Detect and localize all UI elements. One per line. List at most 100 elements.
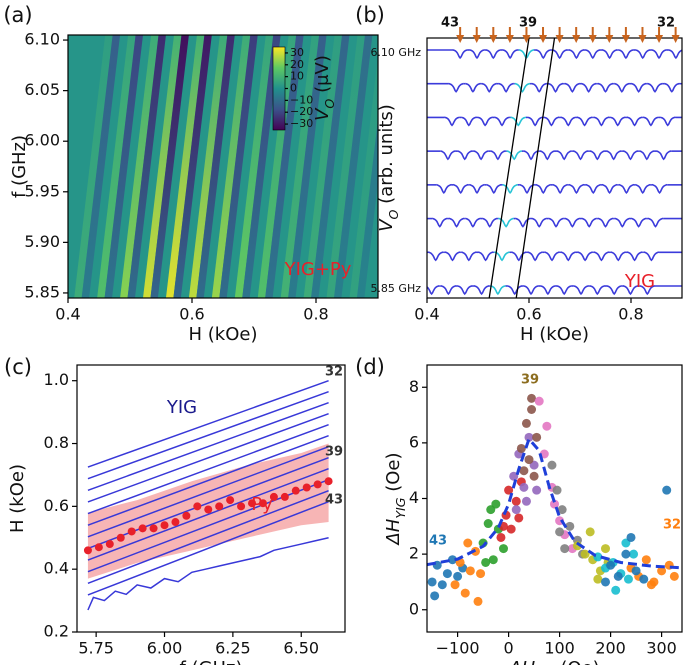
trace-dip [564,82,581,93]
scatter-point [606,560,616,570]
trace-dip [589,150,606,161]
trace-dip [605,150,622,161]
label-main: V [376,218,397,232]
label-sub: O [386,209,401,219]
trace-dip [465,82,481,93]
annotation: YIG+Py [284,259,352,280]
ridge-peak [165,35,205,298]
trace-dip [539,285,556,296]
trace-dip [568,183,585,195]
trace-dip [601,49,618,60]
plot-area [83,380,333,611]
mode-label: 43 [441,16,459,31]
trace-dip [498,82,514,93]
scatter-point [514,513,524,523]
py-point [280,492,289,501]
y-tick-label: 6 [409,432,419,451]
x-tick-label: 5.75 [78,639,114,658]
colorbar [272,46,286,131]
trace-dip [431,217,448,228]
ridge-dip [81,35,121,298]
trace-dip [551,49,568,60]
trace-dip [444,116,460,127]
label-main: ΔH [507,658,535,665]
trace-dip [440,150,456,161]
arrow [489,27,498,43]
trace-dip [523,285,539,296]
scatter-point [662,485,672,495]
scatter-point [519,482,529,492]
trace-dip [639,150,655,161]
scatter-point [639,574,649,584]
arrow [588,27,597,43]
arrow-head [671,35,680,43]
x-tick-label: 0.8 [618,305,643,324]
arrow-head [621,35,630,43]
trace-dip [436,183,452,195]
arrow-head [555,35,564,43]
scatter-point [473,596,483,606]
arrow-head [588,35,597,43]
x-axis-label: H (kOe) [189,324,258,345]
trace-dip [584,49,601,60]
mode-label: 39 [519,16,537,31]
trace-dip [473,150,489,161]
y-axis-label: VO (arb. units) [376,104,401,232]
trace-dip [489,285,506,296]
scatter-point [511,505,521,515]
py-point [105,540,114,549]
trace-dip [659,116,676,127]
annotation: YIG [166,397,197,418]
scatter-point [532,432,542,442]
scatter-point [504,485,514,495]
x-axis-label: f (GHz) [179,658,242,665]
annotation: 32 [325,365,343,380]
trace-dip [460,116,477,127]
trace-dip [494,251,510,262]
scatter-point [448,555,457,565]
scatter-point [491,499,501,509]
py-point [291,486,300,495]
ridge-dip [173,35,212,298]
scatter-point [463,538,473,548]
arrow [638,27,647,43]
py-point [127,527,136,536]
trace-dip [448,217,465,228]
py-point [324,477,333,486]
arrow [572,27,581,43]
x-tick-label: 6.50 [283,639,319,658]
py-point [269,492,278,501]
arrow-head [456,35,465,43]
trace-dip [667,49,682,60]
trace-dip [535,49,552,60]
py-point [313,480,322,489]
scatter-point [611,585,621,595]
arrow [655,27,664,43]
arrow-head [539,35,548,43]
scatter-point [465,566,475,576]
y-axis-label: ΔHYIG (Oe) [383,452,408,546]
x-tick-label: 0.8 [303,305,328,324]
scatter-point [430,591,440,601]
ridge-peak [303,35,343,298]
py-point [258,499,267,508]
yig-line [87,467,329,561]
arrow [539,27,548,43]
trace-dip [444,251,461,262]
trace-dip [427,285,440,296]
yig-line [87,423,329,515]
trace-dip [531,82,548,93]
trace-dip [544,251,560,262]
scatter-point [557,505,567,515]
trace-dip [630,82,647,93]
y-tick-label: 0.6 [44,496,69,515]
scatter-point [453,571,463,581]
scatter-point [560,544,570,554]
arrow [456,27,465,43]
trace-dip [580,82,597,93]
y-tick-label: 1.0 [44,370,69,389]
mode-label: 32 [663,518,681,533]
trace-dip [577,251,593,262]
x-tick-label: 0.4 [55,305,80,324]
trace-dip [527,116,544,127]
